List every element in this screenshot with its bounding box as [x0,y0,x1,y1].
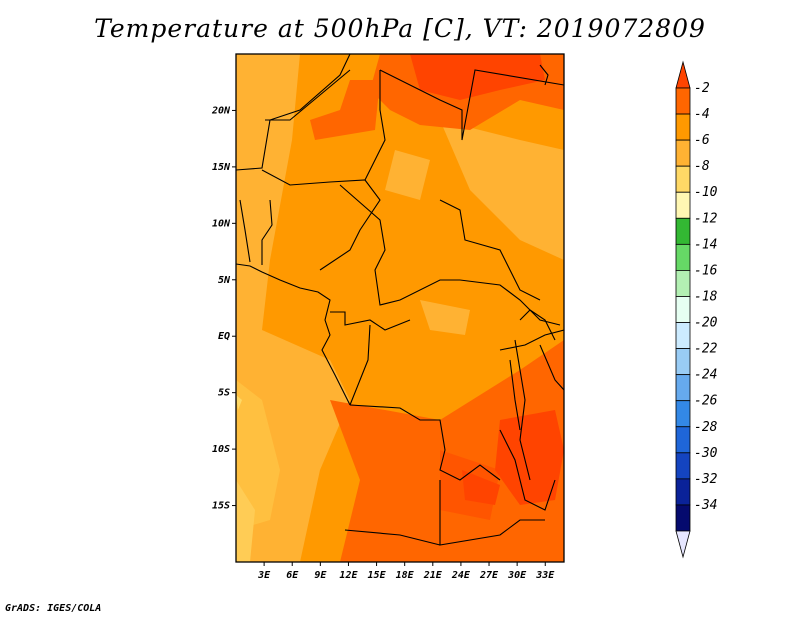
colorbar-label: -34 [694,498,717,513]
border-togo [239,199,251,263]
colorbar-swatch [675,504,691,532]
lon-tick-label: 6E [286,570,299,581]
lake-tanganyika [509,359,521,431]
border-malawi [499,429,556,511]
colorbar-label: -18 [694,289,718,304]
colorbar-swatch [675,426,691,454]
colorbar-swatch [675,139,691,167]
border-south-sudan [459,279,561,326]
contour-minus4-south [330,340,564,562]
lon-tick-label: 18E [396,570,415,581]
colorbar-swatch [675,113,691,141]
latitude-axis: 20N 15N 10N 5N EQ 5S 10S 15S [211,105,236,512]
map-frame [235,53,565,563]
border-zambia [439,480,545,546]
contour-minus4-nw [310,80,380,140]
coast-nile [539,64,549,86]
colorbar-label: -24 [694,368,717,383]
colorbar-swatch [675,452,691,480]
lon-tick-label: 21E [423,570,443,581]
lat-tick-label: 15N [212,162,231,173]
contour-minus2-east [495,410,564,505]
colorbar-swatch [675,243,691,271]
colorbar-label: -20 [694,316,718,331]
colorbar-swatch [675,217,691,245]
border-northwest [236,54,351,171]
lon-tick-label: 24E [451,570,471,581]
border-sudan [439,199,541,301]
grads-credit: GrADS: IGES/COLA [5,603,102,614]
contour-minus8b [236,380,280,530]
border-congo-drc [349,324,371,406]
lon-tick-label: 27E [479,570,499,581]
colorbar-swatch [675,296,691,323]
temperature-field [236,54,564,562]
lat-tick-label: 20N [211,105,231,116]
colorbar-label: -32 [694,472,718,487]
border-niger-chad [364,70,386,181]
colorbar-label: -6 [694,133,710,148]
contour-minus8e [385,150,430,200]
lake-victoria [519,309,556,341]
colorbar-swatch [675,322,691,349]
colorbar-label: -22 [694,342,718,357]
border-cameroon-congo [330,311,411,331]
colorbar-top-arrow [675,60,691,89]
colorbar-label: -2 [694,81,710,96]
colorbar-swatch [675,270,691,297]
border-niger-nigeria [261,169,381,271]
colorbar-swatch [675,374,691,402]
country-borders [236,54,564,546]
colorbar-label: -12 [694,211,718,226]
contour-minus2-north [410,54,545,100]
contour-minus8c [236,480,255,562]
lat-tick-label: 15S [212,501,230,512]
lon-tick-label: 9E [314,570,327,581]
longitude-axis: 3E 6E 9E 12E 15E 18E 21E 24E 27E 30E 33E [257,562,555,581]
lat-tick-label: 10N [212,218,231,229]
colorbar-swatch [675,348,691,376]
border-uganda [499,329,564,351]
lon-tick-label: 30E [507,570,527,581]
colorbar-label: -26 [694,394,718,409]
colorbar-swatch [675,191,691,219]
colorbar-label: -28 [694,420,718,435]
border-benin [261,199,273,265]
colorbar-label: -16 [694,263,718,278]
colorbar-swatch [675,87,691,115]
lon-tick-label: 15E [368,570,387,581]
colorbar-bottom-arrow [675,530,691,559]
coastline-west [236,263,351,406]
colorbar-swatch [675,165,691,193]
colorbar: -2 -4 -6 -8 -10 -12 -14 -16 -18 -20 -22 -24 -26 -28 -3… [675,60,718,559]
border-mali [265,69,351,121]
border-libya-chad [379,69,564,141]
lat-tick-label: 10S [212,444,230,455]
border-east-drc [514,339,531,481]
lat-tick-label: EQ [218,331,230,342]
colorbar-swatch [675,478,691,506]
lon-tick-label: 12E [339,570,358,581]
border-tanzania [539,344,564,391]
map-title: Temperature at 500hPa [C], VT: 201907280… [94,14,706,43]
colorbar-label: -30 [694,446,718,461]
border-namibia [344,529,441,546]
colorbar-label: -8 [694,159,710,174]
lat-tick-label: 5S [218,388,230,399]
lon-tick-label: 3E [257,570,271,581]
contour-minus2-se [462,470,500,505]
colorbar-label: -4 [694,107,710,122]
contour-minus8f [420,300,470,335]
contour-minus10 [236,395,242,410]
contour-minus8d [440,120,564,260]
colorbar-label: -10 [694,185,718,200]
border-chad-car [339,184,460,306]
lon-tick-label: 33E [535,570,555,581]
colorbar-swatch [675,400,691,428]
lat-tick-label: 5N [218,275,231,286]
colorbar-label: -14 [694,237,717,252]
border-angola [349,404,501,481]
